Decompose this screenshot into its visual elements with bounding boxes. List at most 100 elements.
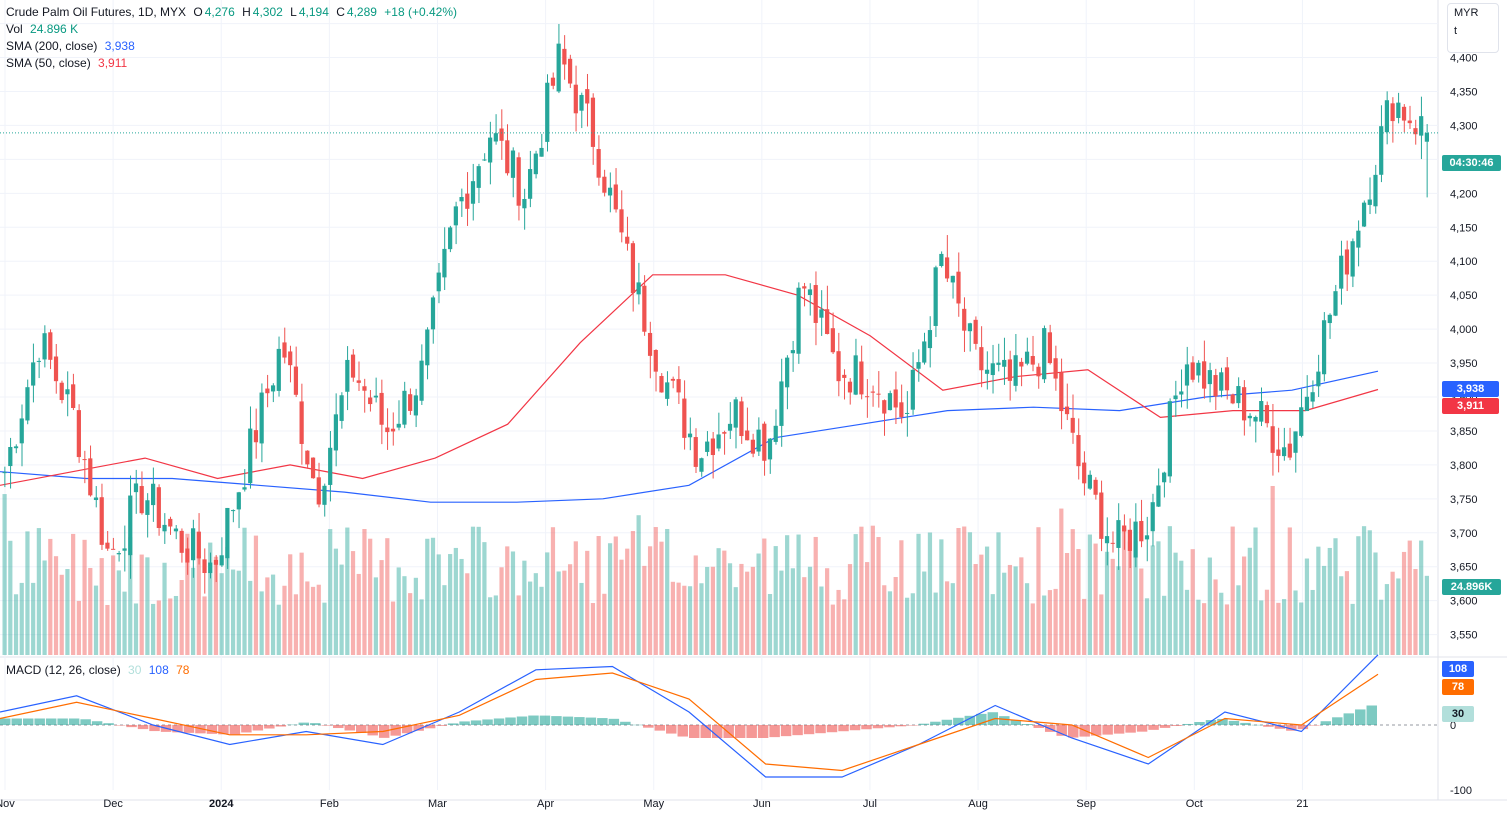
price-candles xyxy=(0,24,1438,594)
candle-body xyxy=(213,559,219,565)
candle-body xyxy=(185,548,190,563)
volume-bar xyxy=(1070,529,1075,655)
candle-body xyxy=(625,236,630,244)
candle-body xyxy=(653,350,658,372)
volume-bar xyxy=(933,592,938,655)
volume-bar xyxy=(208,542,213,655)
volume-bar xyxy=(1064,553,1070,655)
volume-bar xyxy=(1242,556,1247,655)
volume-bar xyxy=(1213,579,1218,655)
volume-bar xyxy=(328,529,333,655)
candle-body xyxy=(1013,355,1018,386)
macd-hist-bar xyxy=(1056,725,1067,736)
candle-body xyxy=(1093,479,1098,495)
sma200-value: 3,938 xyxy=(104,39,135,53)
macd-hist-bar xyxy=(895,725,907,727)
volume-bar xyxy=(173,595,179,655)
candle-body xyxy=(259,392,264,444)
volume-bar xyxy=(762,538,767,655)
price-tick-label: 3,850 xyxy=(1450,426,1478,438)
candle-body xyxy=(476,166,481,188)
candle-body xyxy=(253,430,259,443)
macd-hist-bar xyxy=(310,723,321,725)
macd-hist-bar xyxy=(493,718,505,725)
volume-bar xyxy=(567,564,573,655)
volume-bar xyxy=(745,571,750,655)
macd-hist-bar xyxy=(643,725,654,728)
candle-body xyxy=(385,427,390,433)
volume-bar xyxy=(1219,592,1224,655)
candle-body xyxy=(762,423,767,461)
volume-bar xyxy=(630,531,636,655)
volume-bar xyxy=(1390,571,1395,655)
volume-bar xyxy=(893,576,898,655)
candle-body xyxy=(333,414,339,451)
candle-body xyxy=(602,176,607,193)
volume-bar xyxy=(904,597,910,655)
candle-body xyxy=(76,410,81,458)
volume-bar xyxy=(825,568,830,655)
volume-bar xyxy=(716,548,721,655)
volume-bar xyxy=(705,566,710,655)
candle-body xyxy=(528,169,533,199)
macd-hist-bar xyxy=(861,725,872,730)
candle-body xyxy=(448,227,453,250)
macd-hist-bar xyxy=(424,725,436,729)
volume-bar xyxy=(659,541,664,655)
candle-body xyxy=(1396,102,1401,118)
volume-bar xyxy=(305,581,310,655)
macd-hist-bar xyxy=(1113,725,1125,734)
candle-body xyxy=(350,354,356,378)
volume-bar xyxy=(1276,602,1281,655)
candle-body xyxy=(1390,103,1395,122)
macd-hist-bar xyxy=(333,725,344,729)
candle-body xyxy=(607,187,613,196)
time-tick-label: Dec xyxy=(103,798,123,810)
volume-bar xyxy=(402,576,407,655)
macd-hist-bar xyxy=(470,720,482,725)
volume-bar xyxy=(476,526,481,655)
volume-bar xyxy=(836,589,841,655)
candle-body xyxy=(425,329,430,366)
macd-hist-bar xyxy=(114,725,126,726)
currency-label: MYR xyxy=(1454,7,1479,19)
candle-body xyxy=(305,450,310,465)
candle-body xyxy=(1293,431,1298,453)
volume-bar xyxy=(459,558,464,655)
candle-body xyxy=(436,272,441,292)
candle-body xyxy=(876,393,881,395)
candle-body xyxy=(162,524,167,532)
volume-bar xyxy=(596,536,601,655)
macd-hist-bar xyxy=(0,718,11,725)
macd-hist-bar xyxy=(1297,725,1309,730)
macd-hist-bar xyxy=(1274,725,1286,729)
candle-body xyxy=(13,446,19,449)
macd-hist-bar xyxy=(964,715,976,725)
candle-body xyxy=(293,366,299,395)
volume-bar xyxy=(373,577,378,655)
volume-bar xyxy=(1413,569,1418,655)
volume-bar xyxy=(145,557,150,655)
candle-body xyxy=(322,485,327,505)
volume-bar xyxy=(865,562,870,655)
candle-body xyxy=(459,197,464,202)
candle-body xyxy=(807,289,813,296)
volume-bar xyxy=(607,543,613,655)
volume-bar xyxy=(333,548,339,655)
macd-hist-bar xyxy=(976,713,987,725)
macd-legend: MACD (12, 26, close) 30 108 78 xyxy=(6,662,193,679)
candle-body xyxy=(1053,358,1058,379)
macd-hist-bar xyxy=(574,717,585,725)
candle-body xyxy=(922,341,927,363)
volume-bar xyxy=(699,583,704,655)
candle-body xyxy=(899,402,904,418)
volume-bar xyxy=(1144,598,1150,655)
macd-hist-bar xyxy=(1090,725,1102,736)
volume-bar xyxy=(1344,571,1350,655)
currency-unit-selector[interactable]: MYR t xyxy=(1447,3,1499,53)
macd-hist-bar xyxy=(1205,720,1217,725)
volume-bar xyxy=(967,532,973,655)
volume-bar xyxy=(927,532,933,655)
volume-bar xyxy=(42,560,47,655)
volume-bar xyxy=(1401,551,1407,655)
